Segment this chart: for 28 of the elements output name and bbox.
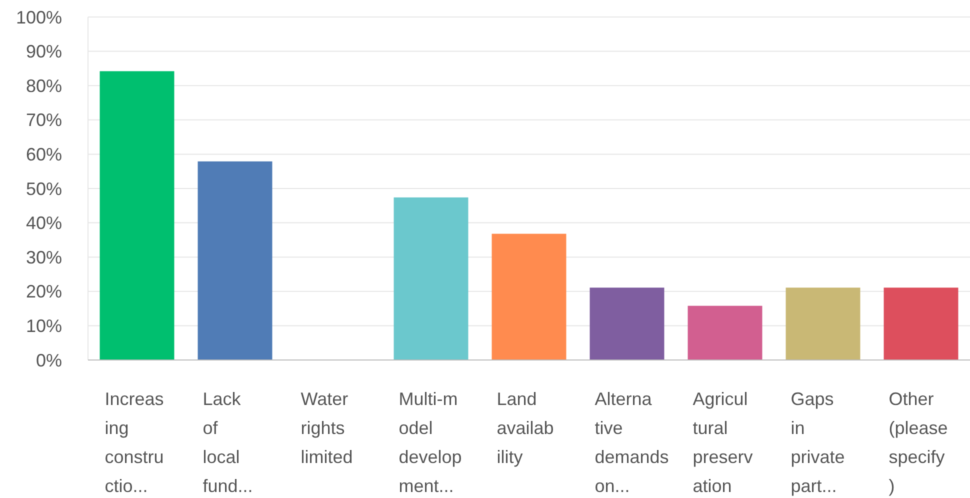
bar <box>884 288 958 360</box>
y-tick-label: 50% <box>26 178 62 199</box>
bar <box>394 197 468 360</box>
x-tick-label: Gaps in private part... <box>790 389 845 496</box>
y-tick-label: 20% <box>26 282 62 302</box>
y-tick-label: 40% <box>26 213 62 234</box>
y-tick-label: 80% <box>26 76 62 96</box>
bar <box>100 71 174 360</box>
bar <box>688 306 762 360</box>
y-tick-label: 90% <box>26 42 62 62</box>
bar <box>590 288 664 360</box>
y-tick-label: 70% <box>26 110 62 130</box>
y-tick-label: 0% <box>36 350 62 370</box>
x-tick-label: Alterna tive demands on... <box>594 389 669 496</box>
x-tick-label: Agricul tural preserv ation <box>692 389 753 496</box>
y-tick-label: 30% <box>26 247 62 268</box>
bar <box>786 288 860 360</box>
bar <box>198 161 272 360</box>
x-tick-label: Other (please specify ) <box>888 389 948 496</box>
y-tick-label: 60% <box>26 144 62 164</box>
x-tick-label: Lack of local fund... <box>202 389 253 496</box>
x-tick-label: Multi-m odel develop ment... <box>398 389 462 496</box>
x-tick-label: Increas ing constru ctio... <box>104 389 164 496</box>
y-tick-label: 100% <box>16 7 62 28</box>
x-tick-label: Land availab ility <box>496 389 554 467</box>
x-tick-label: Water rights limited <box>300 389 353 467</box>
y-tick-label: 10% <box>26 316 62 336</box>
bar <box>492 234 566 360</box>
